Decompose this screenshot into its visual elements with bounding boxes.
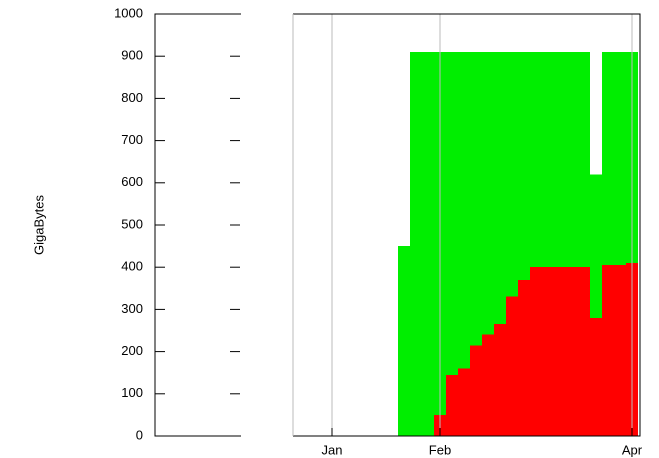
area-segment bbox=[458, 51, 470, 369]
area-segment bbox=[506, 296, 518, 436]
y-tick-label: 0 bbox=[136, 427, 143, 442]
area-segment bbox=[614, 51, 626, 266]
area-segment bbox=[590, 317, 602, 436]
area-segment bbox=[398, 246, 410, 436]
y-tick-label: 200 bbox=[121, 343, 143, 358]
axis-break bbox=[241, 0, 293, 440]
area-segment bbox=[578, 51, 590, 268]
y-tick-label: 1000 bbox=[114, 5, 143, 20]
y-tick-label: 300 bbox=[121, 301, 143, 316]
y-tick-label: 900 bbox=[121, 48, 143, 63]
area-segment bbox=[530, 267, 542, 436]
area-segment bbox=[506, 51, 518, 297]
area-segment bbox=[410, 51, 422, 436]
area-segment bbox=[518, 279, 530, 436]
area-segment bbox=[542, 267, 554, 436]
area-segment bbox=[530, 51, 542, 268]
y-tick-label: 600 bbox=[121, 174, 143, 189]
y-tick-label: 700 bbox=[121, 132, 143, 147]
area-segment bbox=[590, 174, 602, 318]
x-tick-label: Apr bbox=[622, 442, 643, 457]
area-segment bbox=[554, 51, 566, 268]
area-segment bbox=[446, 51, 458, 375]
x-tick-label: Feb bbox=[429, 442, 451, 457]
area-segment bbox=[422, 51, 434, 436]
y-tick-label: 500 bbox=[121, 216, 143, 231]
area-segment bbox=[602, 51, 614, 266]
x-tick-label: Jan bbox=[322, 442, 343, 457]
area-segment bbox=[614, 265, 626, 436]
area-segment bbox=[566, 51, 578, 268]
area-segment bbox=[458, 368, 470, 436]
area-segment bbox=[470, 345, 482, 436]
y-tick-label: 400 bbox=[121, 259, 143, 274]
area-segment bbox=[518, 51, 530, 280]
area-segment bbox=[470, 51, 482, 346]
area-segment bbox=[566, 267, 578, 436]
area-segment bbox=[602, 265, 614, 436]
area-segment bbox=[494, 51, 506, 325]
y-tick-label: 800 bbox=[121, 90, 143, 105]
y-tick-label: 100 bbox=[121, 385, 143, 400]
y-axis-label: GigaBytes bbox=[31, 195, 46, 255]
area-segment bbox=[554, 267, 566, 436]
area-segment bbox=[446, 374, 458, 436]
area-segment bbox=[482, 334, 494, 436]
area-segment bbox=[578, 267, 590, 436]
area-segment bbox=[482, 51, 494, 335]
plot-frame bbox=[154, 13, 641, 437]
area-segment bbox=[542, 51, 554, 268]
area-segment bbox=[494, 324, 506, 436]
